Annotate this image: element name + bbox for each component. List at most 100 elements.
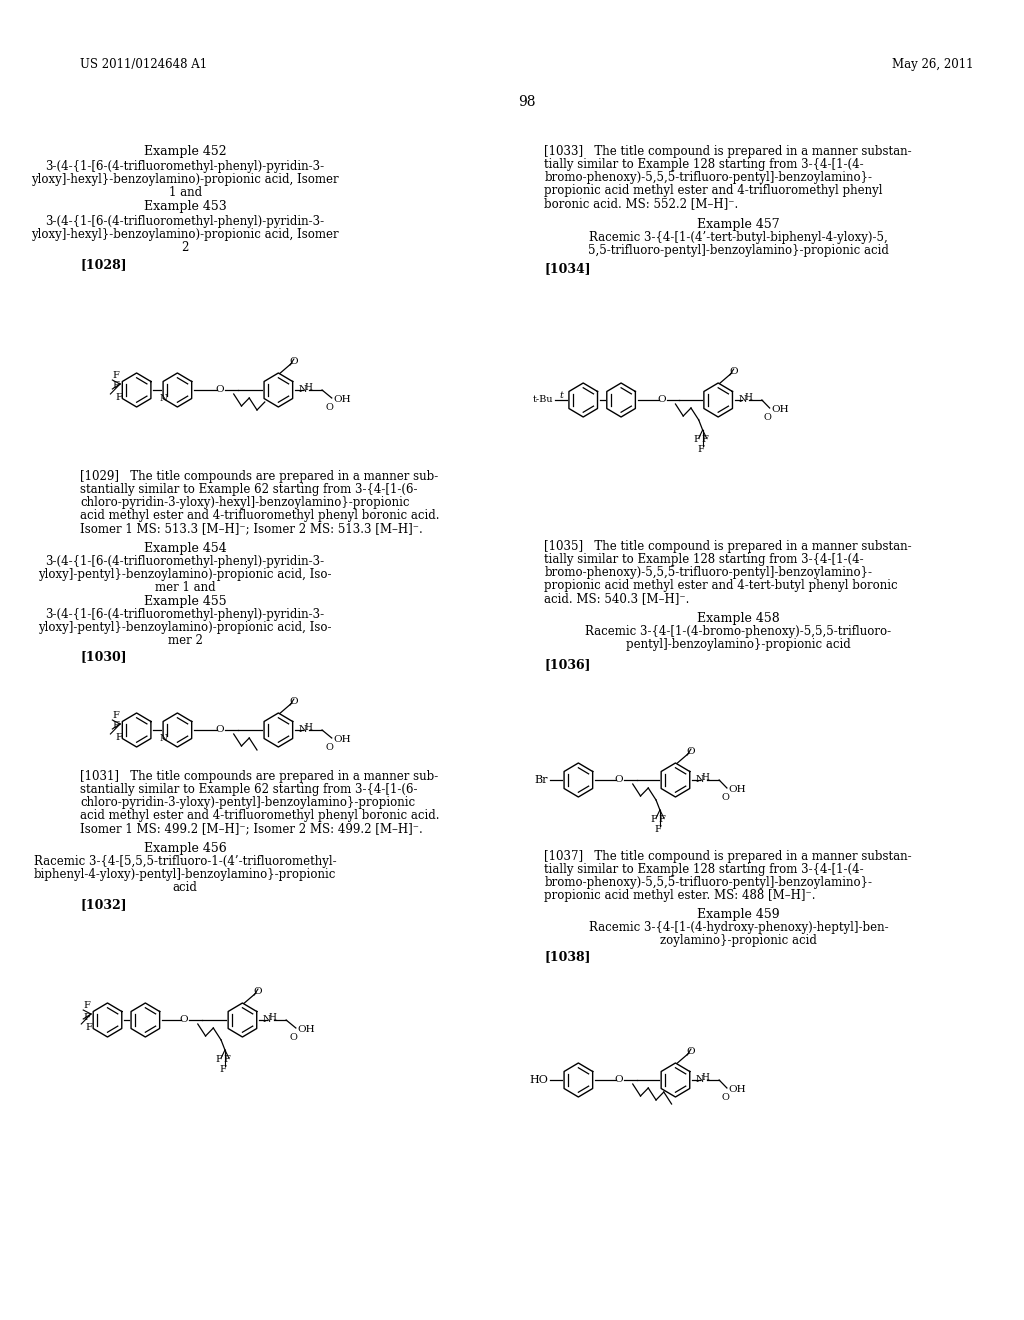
Text: [1028]: [1028] <box>80 257 127 271</box>
Text: bromo-phenoxy)-5,5,5-trifluoro-pentyl]-benzoylamino}-: bromo-phenoxy)-5,5,5-trifluoro-pentyl]-b… <box>545 172 872 183</box>
Text: Example 452: Example 452 <box>143 145 226 158</box>
Text: stantially similar to Example 62 starting from 3-{4-[1-(6-: stantially similar to Example 62 startin… <box>80 783 418 796</box>
Text: [1029]   The title compounds are prepared in a manner sub-: [1029] The title compounds are prepared … <box>80 470 438 483</box>
Text: F: F <box>84 1002 90 1011</box>
Text: boronic acid. MS: 552.2 [M–H]⁻.: boronic acid. MS: 552.2 [M–H]⁻. <box>545 197 738 210</box>
Text: F: F <box>654 825 662 834</box>
Text: chloro-pyridin-3-yloxy)-hexyl]-benzoylamino}-propionic: chloro-pyridin-3-yloxy)-hexyl]-benzoylam… <box>80 496 410 510</box>
Text: F: F <box>216 1056 222 1064</box>
Text: Example 457: Example 457 <box>697 218 780 231</box>
Text: N: N <box>262 1015 271 1024</box>
Text: F: F <box>223 1056 230 1064</box>
Text: [1035]   The title compound is prepared in a manner substan-: [1035] The title compound is prepared in… <box>545 540 912 553</box>
Text: Isomer 1 MS: 513.3 [M–H]⁻; Isomer 2 MS: 513.3 [M–H]⁻.: Isomer 1 MS: 513.3 [M–H]⁻; Isomer 2 MS: … <box>80 521 423 535</box>
Text: O: O <box>326 404 334 412</box>
Text: bromo-phenoxy)-5,5,5-trifluoro-pentyl]-benzoylamino}-: bromo-phenoxy)-5,5,5-trifluoro-pentyl]-b… <box>545 876 872 888</box>
Text: F: F <box>697 446 705 454</box>
Text: 98: 98 <box>518 95 536 110</box>
Text: propionic acid methyl ester and 4-trifluoromethyl phenyl: propionic acid methyl ester and 4-triflu… <box>545 183 883 197</box>
Text: O: O <box>721 1093 729 1102</box>
Text: OH: OH <box>298 1026 315 1035</box>
Text: Example 459: Example 459 <box>697 908 780 921</box>
Text: O: O <box>721 793 729 803</box>
Text: F: F <box>115 393 122 403</box>
Text: N: N <box>298 726 307 734</box>
Text: Racemic 3-{4-[5,5,5-trifluoro-1-(4’-trifluoromethyl-: Racemic 3-{4-[5,5,5-trifluoro-1-(4’-trif… <box>34 855 337 869</box>
Text: Example 458: Example 458 <box>697 612 780 624</box>
Text: N: N <box>695 776 703 784</box>
Text: O: O <box>216 384 224 393</box>
Text: H: H <box>701 1072 710 1081</box>
Text: yloxy]-pentyl}-benzoylamino)-propionic acid, Iso-: yloxy]-pentyl}-benzoylamino)-propionic a… <box>39 620 332 634</box>
Text: Example 454: Example 454 <box>143 543 226 554</box>
Text: Example 456: Example 456 <box>143 842 226 855</box>
Text: F: F <box>113 722 120 730</box>
Text: 3-(4-{1-[6-(4-trifluoromethyl-phenyl)-pyridin-3-: 3-(4-{1-[6-(4-trifluoromethyl-phenyl)-py… <box>46 160 325 173</box>
Text: N: N <box>298 385 307 395</box>
Text: Isomer 1 MS: 499.2 [M–H]⁻; Isomer 2 MS: 499.2 [M–H]⁻.: Isomer 1 MS: 499.2 [M–H]⁻; Isomer 2 MS: … <box>80 822 423 836</box>
Text: O: O <box>687 1047 695 1056</box>
Text: F: F <box>86 1023 93 1032</box>
Text: tially similar to Example 128 starting from 3-{4-[1-(4-: tially similar to Example 128 starting f… <box>545 553 864 566</box>
Text: O: O <box>290 697 298 705</box>
Text: pentyl]-benzoylamino}-propionic acid: pentyl]-benzoylamino}-propionic acid <box>627 638 851 651</box>
Text: Br: Br <box>535 775 548 785</box>
Text: 3-(4-{1-[6-(4-trifluoromethyl-phenyl)-pyridin-3-: 3-(4-{1-[6-(4-trifluoromethyl-phenyl)-py… <box>46 554 325 568</box>
Text: zoylamino}-propionic acid: zoylamino}-propionic acid <box>660 935 817 946</box>
Text: H: H <box>268 1012 276 1022</box>
Text: yloxy]-hexyl}-benzoylamino)-propionic acid, Isomer: yloxy]-hexyl}-benzoylamino)-propionic ac… <box>32 173 339 186</box>
Text: F: F <box>115 734 122 742</box>
Text: tially similar to Example 128 starting from 3-{4-[1-(4-: tially similar to Example 128 starting f… <box>545 158 864 172</box>
Text: Racemic 3-{4-[1-(4-hydroxy-phenoxy)-heptyl]-ben-: Racemic 3-{4-[1-(4-hydroxy-phenoxy)-hept… <box>589 921 889 935</box>
Text: propionic acid methyl ester. MS: 488 [M–H]⁻.: propionic acid methyl ester. MS: 488 [M–… <box>545 888 816 902</box>
Text: mer 2: mer 2 <box>168 634 203 647</box>
Text: [1038]: [1038] <box>545 950 591 964</box>
Text: O: O <box>657 395 667 404</box>
Text: H: H <box>744 392 753 401</box>
Text: O: O <box>216 725 224 734</box>
Text: F: F <box>84 1012 90 1022</box>
Text: [1030]: [1030] <box>80 649 127 663</box>
Text: yloxy]-pentyl}-benzoylamino)-propionic acid, Iso-: yloxy]-pentyl}-benzoylamino)-propionic a… <box>39 568 332 581</box>
Text: N: N <box>738 396 746 404</box>
Text: Racemic 3-{4-[1-(4-bromo-phenoxy)-5,5,5-trifluoro-: Racemic 3-{4-[1-(4-bromo-phenoxy)-5,5,5-… <box>586 624 892 638</box>
Text: [1033]   The title compound is prepared in a manner substan-: [1033] The title compound is prepared in… <box>545 145 912 158</box>
Text: acid. MS: 540.3 [M–H]⁻.: acid. MS: 540.3 [M–H]⁻. <box>545 591 690 605</box>
Text: F: F <box>113 371 120 380</box>
Text: 3-(4-{1-[6-(4-trifluoromethyl-phenyl)-pyridin-3-: 3-(4-{1-[6-(4-trifluoromethyl-phenyl)-py… <box>46 609 325 620</box>
Text: O: O <box>687 747 695 755</box>
Text: Example 453: Example 453 <box>143 201 226 213</box>
Text: acid: acid <box>173 880 198 894</box>
Text: O: O <box>614 775 624 784</box>
Text: H: H <box>701 772 710 781</box>
Text: H: H <box>304 383 312 392</box>
Text: Racemic 3-{4-[1-(4’-tert-butyl-biphenyl-4-yloxy)-5,: Racemic 3-{4-[1-(4’-tert-butyl-biphenyl-… <box>589 231 888 244</box>
Text: OH: OH <box>334 735 351 744</box>
Text: 5,5-trifluoro-pentyl]-benzoylamino}-propionic acid: 5,5-trifluoro-pentyl]-benzoylamino}-prop… <box>588 244 889 257</box>
Text: bromo-phenoxy)-5,5,5-trifluoro-pentyl]-benzoylamino}-: bromo-phenoxy)-5,5,5-trifluoro-pentyl]-b… <box>545 566 872 579</box>
Text: O: O <box>180 1015 188 1023</box>
Text: [1031]   The title compounds are prepared in a manner sub-: [1031] The title compounds are prepared … <box>80 770 438 783</box>
Text: t-Bu: t-Bu <box>532 396 553 404</box>
Text: yloxy]-hexyl}-benzoylamino)-propionic acid, Isomer: yloxy]-hexyl}-benzoylamino)-propionic ac… <box>32 228 339 242</box>
Text: chloro-pyridin-3-yloxy)-pentyl]-benzoylamino}-propionic: chloro-pyridin-3-yloxy)-pentyl]-benzoyla… <box>80 796 416 809</box>
Text: O: O <box>254 986 262 995</box>
Text: O: O <box>764 413 772 422</box>
Text: mer 1 and: mer 1 and <box>155 581 215 594</box>
Text: N: N <box>695 1076 703 1085</box>
Text: O: O <box>290 356 298 366</box>
Text: OH: OH <box>771 405 790 414</box>
Text: O: O <box>729 367 738 375</box>
Text: Example 455: Example 455 <box>143 595 226 609</box>
Text: [1037]   The title compound is prepared in a manner substan-: [1037] The title compound is prepared in… <box>545 850 912 863</box>
Text: stantially similar to Example 62 starting from 3-{4-[1-(6-: stantially similar to Example 62 startin… <box>80 483 418 496</box>
Text: O: O <box>326 743 334 752</box>
Text: tially similar to Example 128 starting from 3-{4-[1-(4-: tially similar to Example 128 starting f… <box>545 863 864 876</box>
Text: F: F <box>701 436 708 445</box>
Text: O: O <box>290 1034 298 1043</box>
Text: H: H <box>304 722 312 731</box>
Text: [1034]: [1034] <box>545 261 591 275</box>
Text: OH: OH <box>729 1085 746 1094</box>
Text: biphenyl-4-yloxy)-pentyl]-benzoylamino}-propionic: biphenyl-4-yloxy)-pentyl]-benzoylamino}-… <box>34 869 336 880</box>
Text: 2: 2 <box>181 242 188 253</box>
